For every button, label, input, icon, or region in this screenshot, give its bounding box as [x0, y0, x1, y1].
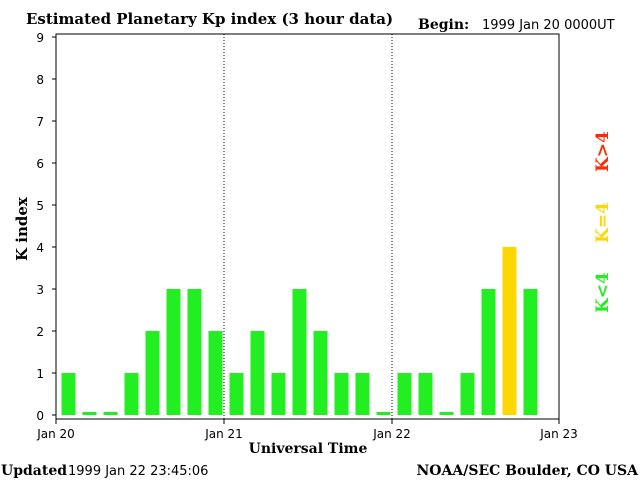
- y-tick-label: 3: [36, 283, 44, 297]
- x-axis-label: Universal Time: [249, 441, 368, 457]
- kp-bar: [61, 373, 76, 415]
- y-tick-label: 0: [36, 409, 44, 423]
- x-tick-label: Jan 21: [204, 427, 243, 441]
- kp-bar: [250, 331, 265, 415]
- source-label: NOAA/SEC Boulder, CO USA: [417, 463, 640, 479]
- y-tick-label: 6: [36, 157, 44, 171]
- updated-value: 1999 Jan 22 23:45:06: [68, 464, 208, 479]
- y-tick-label: 2: [36, 325, 44, 339]
- x-tick-label: Jan 23: [539, 427, 578, 441]
- kp-bar: [292, 289, 307, 415]
- x-tick-label: Jan 22: [372, 427, 411, 441]
- kp-bar: [481, 289, 496, 415]
- kp-bar: [439, 412, 454, 415]
- chart-title: Estimated Planetary Kp index (3 hour dat…: [26, 10, 393, 28]
- kp-bar: [208, 331, 223, 415]
- begin-value: 1999 Jan 20 0000UT: [482, 18, 615, 33]
- legend-k-gt-4: K>4: [593, 131, 613, 172]
- bars: [61, 247, 538, 415]
- kp-bar: [376, 412, 391, 415]
- y-tick-label: 9: [36, 31, 44, 45]
- kp-bar: [145, 331, 160, 415]
- kp-bar: [355, 373, 370, 415]
- kp-bar: [187, 289, 202, 415]
- kp-bar: [103, 412, 118, 415]
- kp-bar: [523, 289, 538, 415]
- y-axis-ticks: 0 1 2 3 4 5 6 7 8 9: [36, 31, 56, 423]
- kp-bar: [124, 373, 139, 415]
- kp-bar: [271, 373, 286, 415]
- kp-bar: [313, 331, 328, 415]
- legend-k-lt-4: K<4: [593, 272, 613, 313]
- plot-frame: [55, 33, 560, 420]
- y-tick-label: 1: [36, 367, 44, 381]
- y-tick-label: 4: [36, 241, 44, 255]
- x-axis-ticks: Jan 20 Jan 21 Jan 22 Jan 23: [36, 419, 578, 441]
- kp-bar: [460, 373, 475, 415]
- kp-bar: [502, 247, 517, 415]
- kp-bar: [229, 373, 244, 415]
- kp-bar: [166, 289, 181, 415]
- updated-label: Updated: [1, 463, 67, 479]
- legend-k-eq-4: K=4: [593, 202, 613, 243]
- y-tick-label: 8: [36, 73, 44, 87]
- y-tick-label: 5: [36, 199, 44, 213]
- x-tick-label: Jan 20: [36, 427, 75, 441]
- kp-bar: [334, 373, 349, 415]
- y-axis-label: K index: [13, 196, 31, 261]
- kp-bar: [82, 412, 97, 415]
- kp-bar: [418, 373, 433, 415]
- y-tick-label: 7: [36, 115, 44, 129]
- begin-label: Begin:: [418, 17, 469, 33]
- kp-bar: [397, 373, 412, 415]
